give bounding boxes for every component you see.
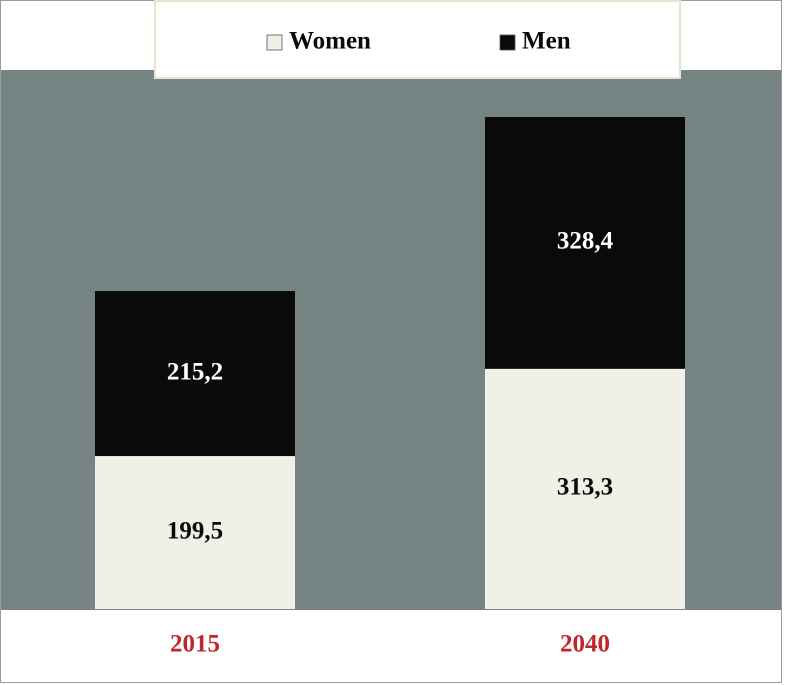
bar-segment: [95, 456, 295, 609]
bar-segment: [485, 368, 685, 609]
bars: 199,5 215,2 313,3 328,4: [95, 117, 685, 609]
legend: [154, 0, 681, 79]
x-tick-label: 2015: [170, 631, 220, 658]
value-label: 215,2: [167, 358, 223, 385]
legend-label: Men: [522, 28, 571, 55]
value-label: 328,4: [557, 228, 614, 255]
bar-segment: [95, 291, 295, 457]
legend-swatch: [266, 34, 283, 51]
value-label: 313,3: [557, 474, 613, 501]
x-tick-label: 2040: [560, 631, 610, 658]
bar-segment: [485, 117, 685, 369]
legend-swatch: [499, 34, 516, 51]
legend-label: Women: [289, 28, 371, 55]
value-label: 199,5: [167, 517, 223, 544]
legend-items: Women Men: [266, 28, 571, 55]
